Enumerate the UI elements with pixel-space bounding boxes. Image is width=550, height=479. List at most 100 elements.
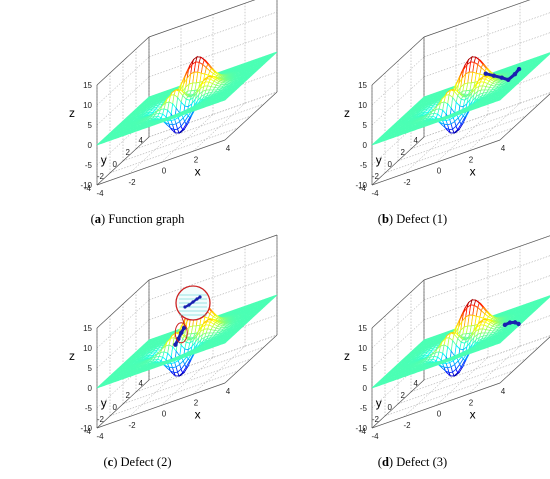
y-axis-label: y [376,396,382,410]
y-axis-label: y [101,153,107,167]
y-tick-label: 0 [388,403,393,412]
x-tick-label: -4 [371,189,379,198]
x-tick-label: -2 [403,421,411,430]
x-tick-label: 4 [501,144,506,153]
x-tick-label: 4 [226,144,231,153]
x-tick-label: 0 [162,410,167,419]
y-tick-label: -4 [359,427,367,436]
y-tick-label: -2 [97,172,105,181]
caption-label: c [108,455,114,469]
x-tick-label: -4 [96,189,104,198]
caption-a: (a) Function graph [0,212,275,227]
x-tick-label: 0 [437,167,442,176]
y-tick-label: -2 [372,172,380,181]
y-tick-label: 2 [401,148,406,157]
x-tick-label: 0 [162,167,167,176]
y-tick-label: 4 [139,136,144,145]
caption-label: a [95,212,101,226]
x-tick-label: 2 [469,155,474,164]
z-tick-label: 0 [363,384,368,393]
inset-defect-point [183,305,186,308]
z-axis-label: z [69,349,75,363]
x-axis-label: x [195,165,201,179]
caption-label: d [382,455,389,469]
x-tick-label: -2 [128,178,136,187]
defect-point [492,73,496,77]
z-axis-label: z [344,349,350,363]
defect-point [508,320,512,324]
defect-point [179,331,183,335]
x-tick-label: -2 [403,178,411,187]
defect-point [173,342,177,346]
z-tick-label: 10 [83,344,92,353]
z-tick-label: -5 [85,404,93,413]
y-tick-label: -2 [97,415,105,424]
y-tick-label: -4 [359,184,367,193]
x-tick-label: 4 [501,387,506,396]
z-tick-label: 5 [363,121,368,130]
caption-label: b [382,212,389,226]
caption-text: Function graph [108,212,184,226]
z-tick-label: 10 [358,344,367,353]
y-tick-label: 2 [126,391,131,400]
z-tick-label: 15 [358,81,367,90]
y-tick-label: 0 [113,403,118,412]
defect-point [517,67,521,71]
z-tick-label: -5 [360,161,368,170]
z-tick-label: 15 [83,81,92,90]
z-tick-label: 0 [88,141,93,150]
y-tick-label: 0 [388,160,393,169]
y-tick-label: 0 [113,160,118,169]
y-axis-label: y [101,396,107,410]
defect-point [513,72,517,76]
x-tick-label: -4 [96,432,104,441]
x-axis-label: x [470,165,476,179]
z-tick-label: 5 [88,364,93,373]
y-tick-label: 4 [414,136,419,145]
z-tick-label: 5 [88,121,93,130]
y-tick-label: 2 [126,148,131,157]
defect-point [516,322,520,326]
x-tick-label: 0 [437,410,442,419]
defect-point [506,78,510,82]
y-axis-label: y [376,153,382,167]
x-tick-label: -2 [128,421,136,430]
x-tick-label: 4 [226,387,231,396]
z-tick-label: 15 [358,324,367,333]
z-tick-label: 0 [88,384,93,393]
z-tick-label: -5 [85,161,93,170]
x-tick-label: 2 [194,155,199,164]
z-tick-label: -5 [360,404,368,413]
inset-defect-point [191,300,194,303]
z-axis-label: z [344,106,350,120]
surface-mesh [372,52,550,145]
y-tick-label: -4 [84,427,92,436]
caption-d: (d) Defect (3) [275,455,550,470]
z-tick-label: 15 [83,324,92,333]
caption-b: (b) Defect (1) [275,212,550,227]
inset-defect-point [187,303,190,306]
y-tick-label: -2 [372,415,380,424]
x-tick-label: 2 [469,398,474,407]
y-tick-label: -4 [84,184,92,193]
caption-text: Defect (1) [396,212,447,226]
z-tick-label: 5 [363,364,368,373]
y-tick-label: 2 [401,391,406,400]
x-axis-label: x [195,408,201,422]
caption-text: Defect (2) [121,455,172,469]
surface-mesh [372,295,550,388]
x-tick-label: -4 [371,432,379,441]
z-axis-label: z [69,106,75,120]
y-tick-label: 4 [139,379,144,388]
z-tick-label: 10 [358,101,367,110]
inset-defect-point [195,297,198,300]
inset-defect-point [198,295,201,298]
defect-point [500,75,504,79]
caption-text: Defect (3) [396,455,447,469]
y-tick-label: 4 [414,379,419,388]
